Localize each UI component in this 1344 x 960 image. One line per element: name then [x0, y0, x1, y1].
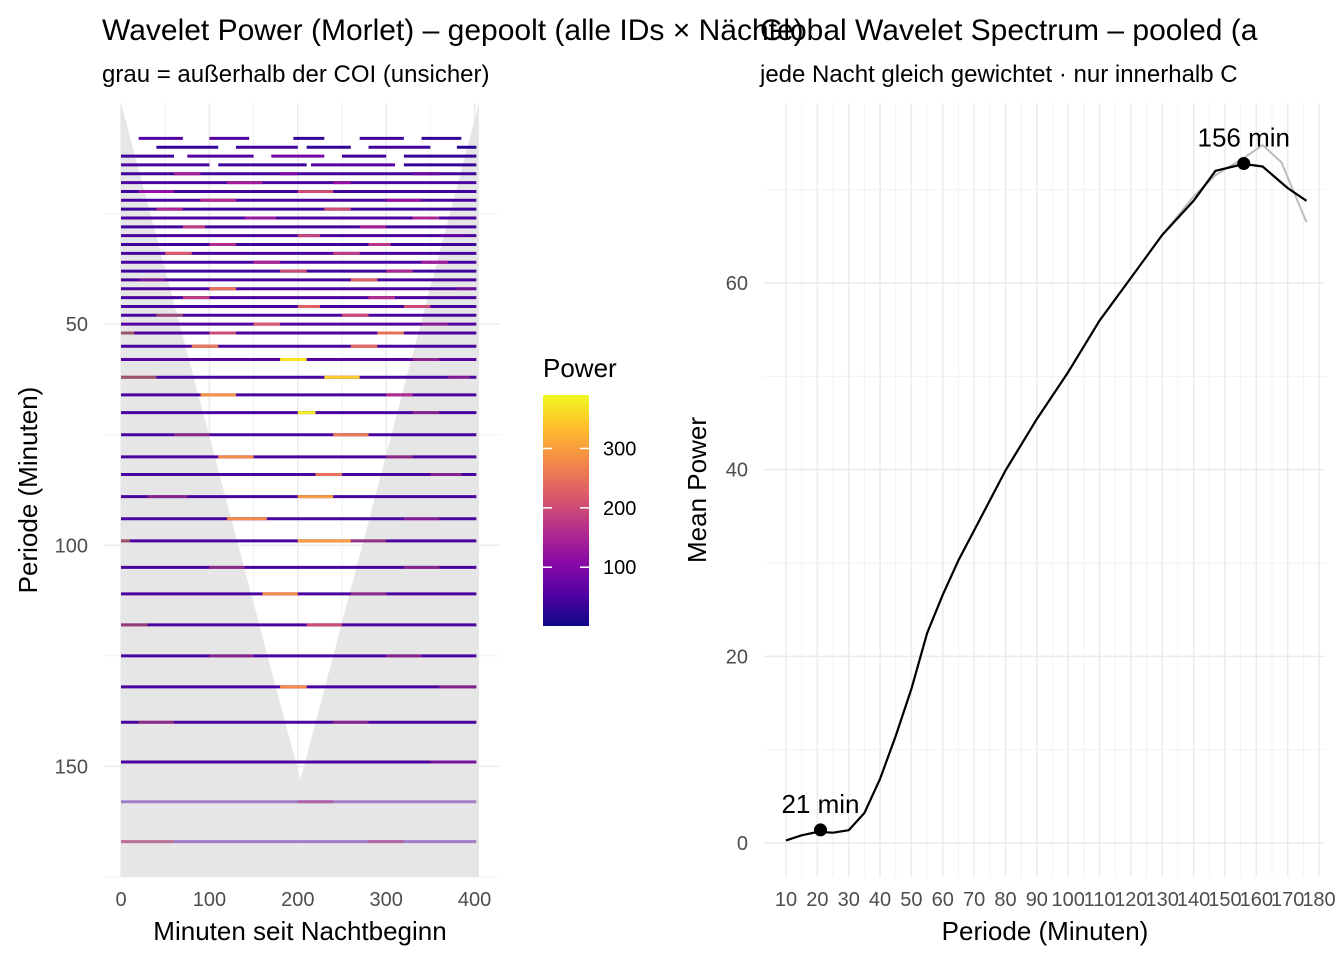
spectrum-grid — [764, 103, 1325, 877]
spectrum-x-tick-label: 30 — [838, 889, 860, 911]
legend-colorbar — [543, 395, 589, 626]
heatmap-subtitle: grau = außerhalb der COI (unsicher) — [102, 61, 490, 88]
spectrum-x-tick-label: 80 — [994, 889, 1016, 911]
heatmap-x-tick-label: 400 — [458, 889, 491, 911]
heatmap-title: Wavelet Power (Morlet) – gepoolt (alle I… — [102, 14, 804, 47]
legend-tick-label: 300 — [603, 438, 636, 460]
legend-title: Power — [543, 353, 617, 383]
spectrum-peak-point — [1237, 157, 1251, 171]
heatmap-x-tick-label: 300 — [369, 889, 402, 911]
spectrum-x-tick-label: 150 — [1208, 889, 1241, 911]
heatmap-y-ticks: 50 100 150 — [55, 314, 88, 778]
spectrum-y-tick-label: 20 — [726, 646, 748, 668]
heatmap-rows — [121, 136, 477, 844]
spectrum-peak-label: 156 min — [1198, 123, 1291, 153]
spectrum-y-tick-label: 40 — [726, 460, 748, 482]
spectrum-x-tick-label: 120 — [1114, 889, 1147, 911]
legend-tick-label: 100 — [603, 557, 636, 579]
spectrum-subtitle: jede Nacht gleich gewichtet · nur innerh… — [759, 61, 1238, 88]
heatmap-x-tick-label: 0 — [115, 889, 126, 911]
heatmap-x-tick-label: 100 — [193, 889, 226, 911]
spectrum-x-tick-label: 70 — [963, 889, 985, 911]
spectrum-peaks: 21 min 156 min — [781, 123, 1290, 837]
heatmap-x-axis-title: Minuten seit Nachtbeginn — [153, 916, 446, 946]
legend-ticks: 100 200 300 — [543, 438, 636, 579]
spectrum-x-tick-label: 10 — [775, 889, 797, 911]
spectrum-x-tick-label: 170 — [1271, 889, 1304, 911]
spectrum-y-tick-label: 60 — [726, 273, 748, 295]
heatmap-chart: Wavelet Power (Morlet) – gepoolt (alle I… — [13, 14, 804, 946]
power-legend: Power 100 200 300 — [543, 353, 636, 626]
spectrum-x-tick-label: 40 — [869, 889, 891, 911]
spectrum-x-tick-label: 90 — [1026, 889, 1048, 911]
spectrum-y-axis-title: Mean Power — [682, 417, 712, 563]
spectrum-line-main — [785, 162, 1308, 842]
spectrum-x-tick-label: 140 — [1177, 889, 1210, 911]
spectrum-x-tick-label: 20 — [806, 889, 828, 911]
heatmap-x-ticks: 0 100 200 300 400 — [115, 889, 491, 911]
heatmap-y-tick-label: 100 — [55, 535, 88, 557]
heatmap-y-axis-title: Periode (Minuten) — [13, 387, 43, 594]
spectrum-y-tick-label: 0 — [737, 833, 748, 855]
heatmap-x-tick-label: 200 — [281, 889, 314, 911]
spectrum-x-ticks: 10 20 30 40 50 60 70 80 90 1001101201301401501601… — [775, 889, 1336, 911]
spectrum-x-tick-label: 180 — [1302, 889, 1335, 911]
heatmap-y-tick-label: 150 — [55, 756, 88, 778]
spectrum-x-tick-label: 100 — [1051, 889, 1084, 911]
global-spectrum-chart: Global Wavelet Spectrum – pooled (a jede… — [682, 14, 1336, 946]
spectrum-y-ticks: 0 20 40 60 — [726, 273, 748, 855]
spectrum-x-tick-label: 110 — [1084, 889, 1116, 911]
heatmap-y-tick-label: 50 — [66, 314, 88, 336]
spectrum-title: Global Wavelet Spectrum – pooled (a — [760, 14, 1258, 47]
legend-tick-label: 200 — [603, 498, 636, 520]
spectrum-lines — [785, 144, 1308, 842]
spectrum-x-tick-label: 130 — [1146, 889, 1179, 911]
spectrum-peak-label: 21 min — [781, 789, 859, 819]
spectrum-x-tick-label: 50 — [900, 889, 922, 911]
spectrum-x-tick-label: 160 — [1240, 889, 1273, 911]
spectrum-x-axis-title: Periode (Minuten) — [942, 916, 1149, 946]
spectrum-x-tick-label: 60 — [932, 889, 954, 911]
spectrum-peak-point — [813, 823, 827, 837]
